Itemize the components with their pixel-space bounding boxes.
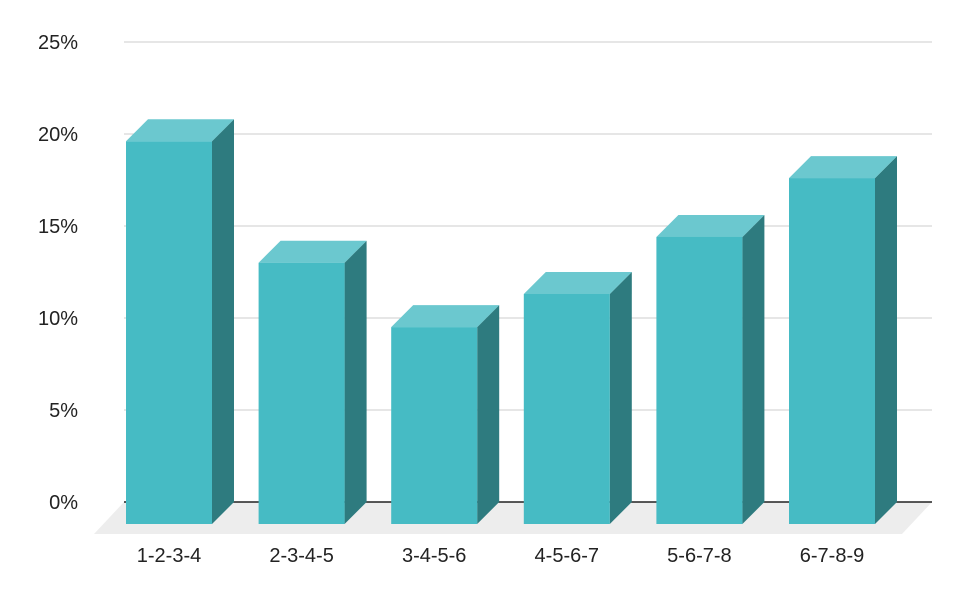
bar-top [126,119,234,142]
y-tick-label: 10% [38,308,78,330]
bar-front [523,294,610,524]
bar-top [523,272,632,294]
x-axis-labels: 1-2-3-4 2-3-4-5 3-4-5-6 4-5-6-7 5-6-7-8 6-7-8… [137,545,864,567]
bars [126,119,897,524]
bar [523,272,632,524]
y-tick-label: 20% [38,124,78,146]
x-category-label: 5-6-7-8 [667,545,731,567]
y-tick-label: 5% [49,400,78,422]
bar [391,305,500,524]
bar [126,119,234,524]
y-tick-label: 25% [38,32,78,54]
x-category-label: 3-4-5-6 [402,545,466,567]
bar-front [656,236,743,524]
x-category-label: 6-7-8-9 [800,545,864,567]
bar-top [258,240,367,263]
bar-front [258,262,345,524]
bar-front [126,141,212,524]
bar-side [742,214,765,524]
x-category-label: 4-5-6-7 [535,545,599,567]
bar-side [212,119,234,524]
y-tick-label: 15% [38,216,78,238]
bar-side [609,272,632,524]
bar [258,240,367,524]
bar [789,156,897,524]
bar-top [656,214,765,237]
bar-top [789,156,897,179]
bar-front [391,327,478,524]
bar-side [477,305,500,524]
bar [656,214,765,524]
x-category-label: 2-3-4-5 [269,545,333,567]
y-tick-label: 0% [49,492,78,514]
bar-top [391,305,500,328]
bar-front [789,178,875,524]
bar-side [875,156,897,524]
y-axis-ticks: 0% 5% 10% 15% 20% 25% [38,32,78,514]
x-category-label: 1-2-3-4 [137,545,201,567]
bar-side [344,240,367,524]
